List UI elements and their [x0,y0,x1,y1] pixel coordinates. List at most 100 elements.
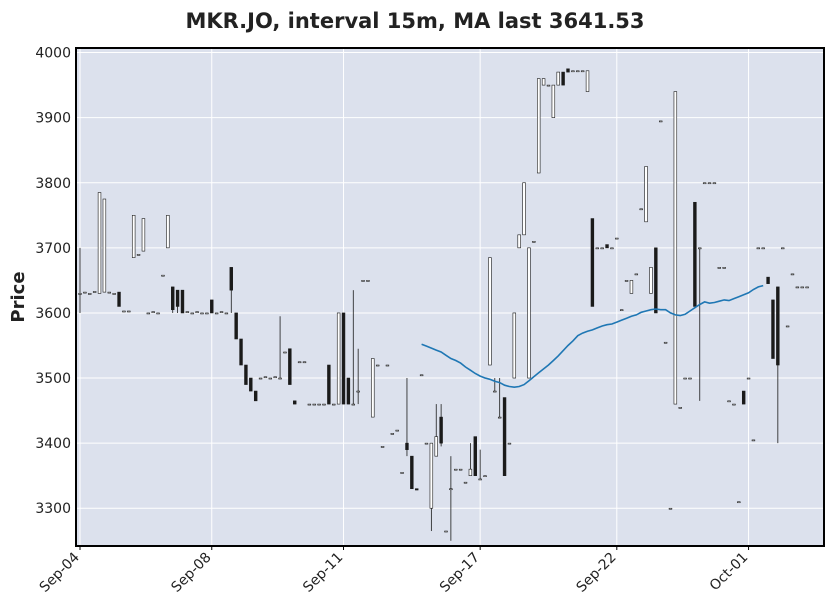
candle-body [761,247,765,250]
candle-body [756,247,761,250]
candle-body [312,403,316,406]
candle-body [131,215,136,258]
candle-body [512,312,517,379]
candle-body [698,247,702,250]
candle-body [210,299,214,314]
candle-body [659,120,663,123]
candle-body [688,377,692,380]
candle-body [244,364,248,385]
candle-body [239,338,243,366]
candle-body [785,325,790,328]
y-tick-label: 4000 [35,46,71,62]
candle-body [171,286,175,310]
candle-body [561,71,565,86]
x-tick-label: Sep-17 [437,550,483,596]
candle-body [390,433,395,435]
candle-body [190,312,194,315]
candle-body [600,247,604,250]
candle-body [546,84,551,87]
candle-body [405,442,409,450]
candle-body [249,377,253,392]
candle-body [463,481,468,484]
candle-body [668,507,673,510]
candle-body [527,247,531,379]
candle-body [302,361,307,364]
candle-body [566,68,570,73]
candle-body [654,247,658,314]
x-axis-ticks: Sep-04 Sep-08 Sep-11 Sep-17 Sep-22 Oct-01 [37,546,752,596]
candle-body [161,274,165,277]
candle-body [78,293,82,295]
candle-body [673,91,678,405]
candle-body [795,286,800,289]
candle-body [229,267,233,291]
x-tick-label: Sep-08 [168,550,214,596]
candle-body [551,84,556,118]
candle-body [122,310,126,313]
candle-body [361,280,365,282]
candle-body [112,293,116,295]
y-tick-label: 3800 [35,176,71,192]
candle-body [702,182,707,185]
candle-body [624,280,629,282]
candle-body [156,312,160,315]
candle-body [644,166,648,223]
candle-body [605,244,609,249]
candle-body [400,472,404,474]
candle-body [92,291,97,293]
candle-body [175,289,180,307]
candle-body [766,276,770,284]
candle-body [214,312,219,315]
candle-body [346,377,351,405]
candle-body [693,201,697,307]
candle-body [146,312,151,315]
candle-body [537,78,541,174]
candle-body [371,358,375,418]
moving-average-line [421,284,764,389]
candle-body [683,377,687,380]
candle-body [434,436,438,457]
candle-body [483,475,487,477]
candle-body [717,267,721,269]
candle-body [258,377,263,380]
candle-body [224,312,229,315]
candle-body [341,312,346,405]
candle-body [195,311,199,313]
candle-body [800,286,804,289]
x-tick-label: Sep-22 [573,550,619,596]
candle-body [502,397,507,476]
candle-body [776,286,780,366]
candle-body [415,488,419,491]
candle-body [707,182,712,185]
candle-body [429,442,434,509]
candle-body [102,198,107,293]
candle-body [449,488,453,491]
candle-body [805,286,809,289]
candle-body [268,377,273,380]
candle-body [317,403,321,406]
x-tick-label: Oct-01 [707,550,752,595]
y-tick-label: 3900 [35,111,71,127]
y-axis-ticks: 3300 3400 3500 3600 3700 3800 3900 4000 [35,46,71,518]
x-tick-label: Sep-11 [300,550,346,596]
candle-body [117,291,121,307]
candle-body [751,439,756,442]
candle-body [141,218,146,252]
candle-series [78,68,809,541]
candle-body [439,416,443,444]
candle-body [619,309,624,311]
candle-body [741,390,746,405]
candle-body [712,182,717,185]
candle-body [629,280,634,294]
candle-body [771,299,775,359]
plot-area [76,48,824,546]
candle-body [356,390,360,393]
candle-body [107,291,111,294]
chart-title: MKR.JO, interval 15m, MA last 3641.53 [185,9,644,33]
candle-body [732,403,736,406]
candle-body [307,403,312,406]
candle-body [136,254,141,256]
candle-body [595,247,599,250]
candle-body [746,377,751,380]
